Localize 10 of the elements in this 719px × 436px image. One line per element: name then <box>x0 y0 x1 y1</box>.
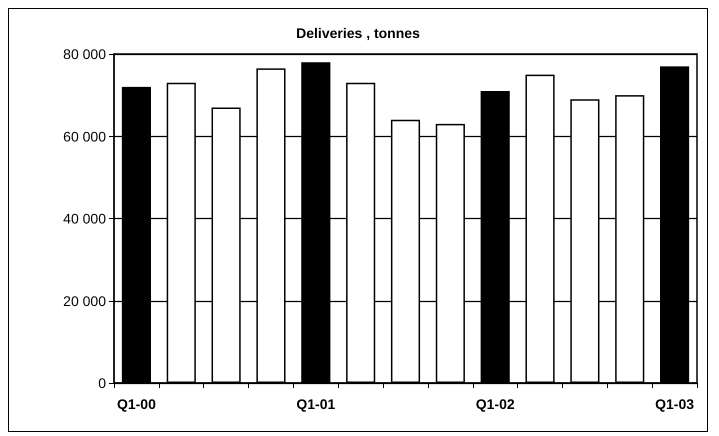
chart-title: Deliveries , tonnes <box>296 25 420 41</box>
y-tick-label: 40 000 <box>63 210 106 226</box>
x-tick-label: Q1-00 <box>116 396 156 412</box>
y-tick-label: 0 <box>98 375 106 391</box>
x-tick-label: Q1-02 <box>476 396 515 412</box>
y-tick-label: 80 000 <box>63 46 106 62</box>
x-tick-label: Q1-03 <box>655 396 694 412</box>
y-tick-label: 60 000 <box>63 128 106 144</box>
y-tick-label: 20 000 <box>63 292 106 309</box>
x-tick-label: Q1-01 <box>296 396 336 412</box>
